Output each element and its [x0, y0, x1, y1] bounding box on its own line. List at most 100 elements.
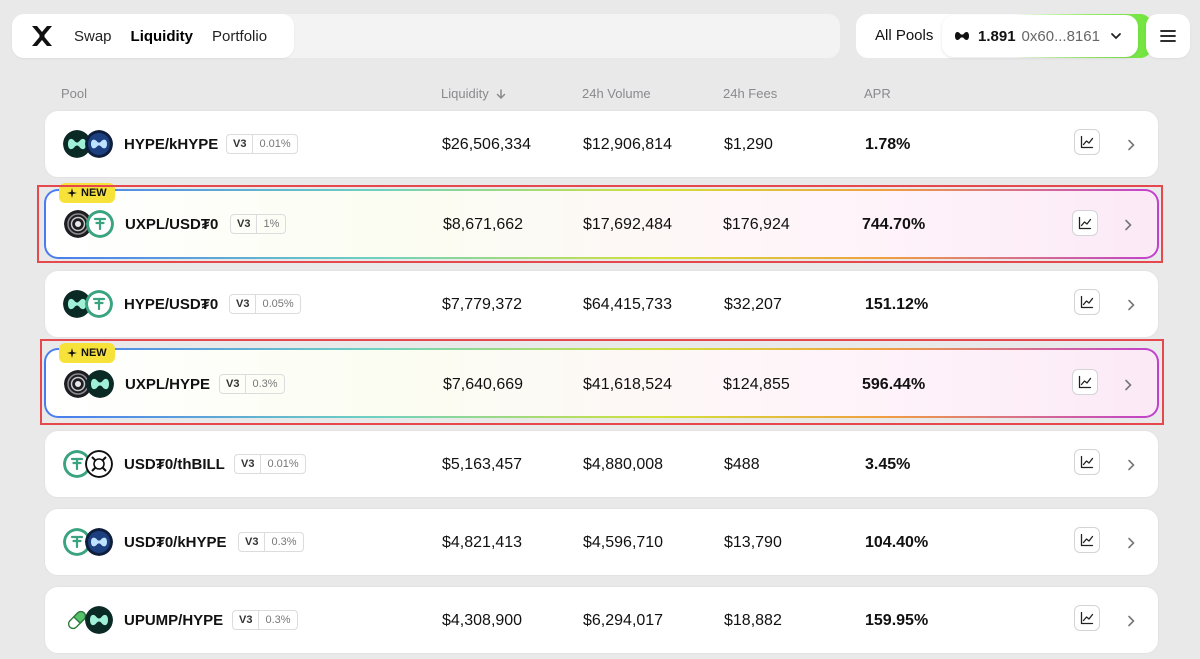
pool-fee-tier: 0.01%: [259, 138, 291, 150]
sort-arrow-down-icon: [496, 88, 505, 99]
pool-version-badge: V3 1%: [230, 214, 287, 234]
chevron-right-icon[interactable]: [1124, 458, 1138, 472]
pool-chart-button[interactable]: [1074, 289, 1100, 315]
token-pair-icons: [64, 370, 116, 398]
all-pools-button[interactable]: All Pools: [875, 27, 934, 44]
pool-apr: 159.95%: [865, 612, 929, 629]
chevron-right-icon[interactable]: [1124, 138, 1138, 152]
pool-fees: $176,924: [723, 216, 790, 233]
chevron-right-icon[interactable]: [1121, 218, 1135, 232]
khype-token-icon: [85, 130, 113, 158]
line-chart-icon: [1080, 295, 1094, 309]
pool-fees: $488: [724, 456, 760, 473]
column-header-pool: Pool: [61, 86, 88, 101]
menu-button[interactable]: [1146, 14, 1190, 58]
token-pair-icons: [63, 290, 115, 318]
pool-pair-name: USD₮0/thBILL: [124, 456, 225, 473]
pool-volume: $12,906,814: [583, 136, 672, 153]
pool-liquidity: $4,821,413: [442, 534, 523, 551]
pool-apr: 1.78%: [865, 136, 911, 153]
pool-pair-name: USD₮0/kHYPE: [124, 534, 227, 551]
nav-portfolio[interactable]: Portfolio: [212, 27, 268, 45]
column-header-liquidity[interactable]: Liquidity: [441, 86, 507, 101]
token-pair-icons: [63, 130, 115, 158]
pool-chart-button[interactable]: [1074, 449, 1100, 475]
hype-token-icon: [86, 370, 114, 398]
pool-chart-button[interactable]: [1074, 129, 1100, 155]
wallet-balance: 1.891: [978, 27, 1016, 45]
pool-liquidity: $5,163,457: [442, 456, 523, 473]
highlight-box: [37, 185, 1163, 263]
pool-version: V3: [220, 375, 247, 393]
pool-pair-name: UXPL/HYPE: [125, 376, 211, 393]
pool-chart-button[interactable]: [1072, 369, 1098, 395]
table-row[interactable]: USD₮0/kHYPE V3 0.3% $4,821,413 $4,596,71…: [44, 508, 1159, 576]
nav-liquidity[interactable]: Liquidity: [130, 27, 194, 45]
pool-fee-tier: 1%: [263, 218, 280, 230]
pool-version-badge: V3 0.3%: [238, 532, 304, 552]
table-row[interactable]: UPUMP/HYPE V3 0.3% $4,308,900 $6,294,017…: [44, 586, 1159, 654]
pool-volume: $6,294,017: [583, 612, 664, 629]
pool-chart-button[interactable]: [1074, 605, 1100, 631]
pool-fee-tier: 0.05%: [262, 298, 294, 310]
column-header-liquidity-label: Liquidity: [441, 86, 489, 101]
pool-liquidity: $7,779,372: [442, 296, 523, 313]
wallet-button[interactable]: 1.891 0x60...8161: [942, 15, 1138, 57]
token-pair-icons: [63, 528, 115, 556]
token-pair-icons: [63, 606, 115, 634]
line-chart-icon: [1078, 375, 1092, 389]
sparkle-icon: [67, 348, 77, 358]
chevron-right-icon[interactable]: [1124, 536, 1138, 550]
pool-fees: $1,290: [724, 136, 773, 153]
pool-apr: 3.45%: [865, 456, 911, 473]
new-badge-label: NEW: [81, 347, 107, 359]
chevron-right-icon[interactable]: [1121, 378, 1135, 392]
pool-volume: $4,596,710: [583, 534, 664, 551]
table-row[interactable]: HYPE/USD₮0 V3 0.05% $7,779,372 $64,415,7…: [44, 270, 1159, 338]
pool-fees: $18,882: [724, 612, 782, 629]
search-bar[interactable]: [280, 14, 840, 58]
chevron-right-icon[interactable]: [1124, 614, 1138, 628]
usdt0-token-icon: [63, 450, 91, 478]
pool-liquidity: $4,308,900: [442, 612, 523, 629]
table-row[interactable]: HYPE/kHYPE V3 0.01% $26,506,334 $12,906,…: [44, 110, 1159, 178]
upump-pill-token-icon: [63, 606, 91, 634]
pool-fees: $32,207: [724, 296, 782, 313]
table-row[interactable]: UXPL/HYPE V3 0.3% $7,640,669 $41,618,524…: [44, 348, 1159, 418]
usdt0-token-icon: [63, 528, 91, 556]
pool-version-badge: V3 0.3%: [232, 610, 298, 630]
hype-token-icon: [85, 606, 113, 634]
pool-chart-button[interactable]: [1074, 527, 1100, 553]
new-badge: NEW: [59, 343, 115, 363]
usdt0-token-icon: [86, 210, 114, 238]
nav-swap[interactable]: Swap: [74, 27, 112, 45]
hype-token-icon: [63, 290, 91, 318]
hype-token-icon: [955, 32, 969, 40]
uxpl-token-icon: [64, 210, 92, 238]
pool-version: V3: [231, 215, 258, 233]
pool-fee-tier: 0.3%: [271, 536, 297, 548]
table-row[interactable]: UXPL/USD₮0 V3 1% $8,671,662 $17,692,484 …: [44, 189, 1159, 259]
pool-version-badge: V3 0.01%: [226, 134, 298, 154]
pool-chart-button[interactable]: [1072, 210, 1098, 236]
pool-version: V3: [227, 135, 254, 153]
pool-fee-tier: 0.01%: [267, 458, 299, 470]
pool-version-badge: V3 0.05%: [229, 294, 301, 314]
pool-liquidity: $8,671,662: [443, 216, 524, 233]
chevron-right-icon[interactable]: [1124, 298, 1138, 312]
new-badge-label: NEW: [81, 187, 107, 199]
pool-liquidity: $7,640,669: [443, 376, 524, 393]
table-row[interactable]: USD₮0/thBILL V3 0.01% $5,163,457 $4,880,…: [44, 430, 1159, 498]
pool-fees: $13,790: [724, 534, 782, 551]
pool-volume: $41,618,524: [583, 376, 672, 393]
sparkle-icon: [67, 188, 77, 198]
pool-volume: $64,415,733: [583, 296, 672, 313]
hype-token-icon: [63, 130, 91, 158]
line-chart-icon: [1080, 135, 1094, 149]
token-pair-icons: [63, 450, 115, 478]
khype-token-icon: [85, 528, 113, 556]
pool-volume: $4,880,008: [583, 456, 664, 473]
hyperswap-logo-icon[interactable]: [30, 24, 54, 48]
usdt0-token-icon: [85, 290, 113, 318]
line-chart-icon: [1080, 455, 1094, 469]
